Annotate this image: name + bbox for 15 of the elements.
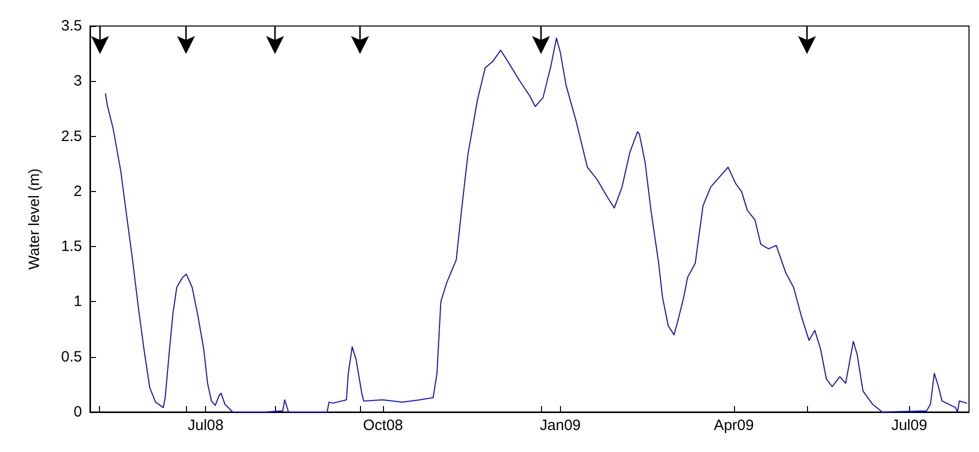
x-tick-label: Jan09 (540, 417, 581, 434)
x-tick-label: Jul09 (891, 417, 928, 434)
y-tick-label: 1.5 (61, 238, 82, 256)
y-tick-label: 0 (74, 404, 82, 420)
y-tick-label: 0.5 (61, 348, 82, 366)
x-tick-label: Apr09 (714, 417, 754, 434)
y-tick-label: 3 (74, 72, 82, 90)
y-tick-label: 2.5 (61, 128, 82, 145)
y-axis-title: Water level (m) (26, 168, 43, 270)
x-tick-label: Jul08 (188, 417, 224, 434)
line-series (104, 38, 968, 412)
y-tick-label: 3.5 (61, 18, 82, 34)
y-tick-label: 2 (74, 182, 82, 200)
y-tick-label: 1 (74, 293, 82, 310)
x-tick-label: Oct08 (362, 417, 404, 434)
